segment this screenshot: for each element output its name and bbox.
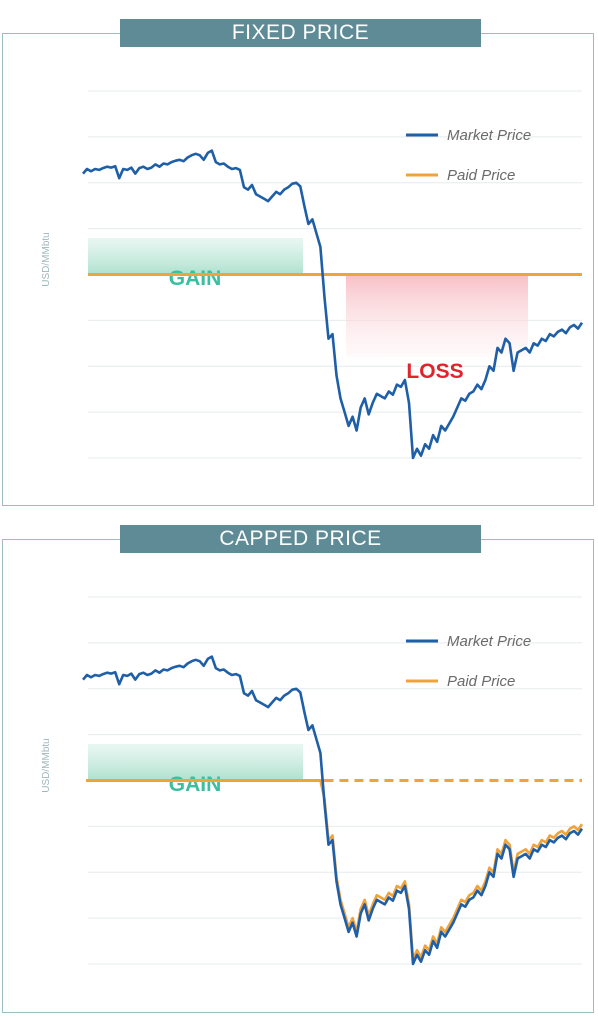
fixed-price-chart: USD/MMbtu GAIN LOSS Market Price Paid Price xyxy=(41,90,584,460)
legend-label-paid: Paid Price xyxy=(447,673,515,690)
loss-label: LOSS xyxy=(406,360,463,383)
gain-region xyxy=(88,238,303,275)
y-axis-label: USD/MMbtu xyxy=(41,232,52,286)
y-axis-label: USD/MMbtu xyxy=(41,738,52,792)
paid-price-series-line xyxy=(319,780,584,961)
fixed-price-title: FIXED PRICE xyxy=(120,19,481,47)
capped-price-chart: USD/MMbtu GAIN Market Price Paid Price xyxy=(41,596,584,966)
legend-label-market: Market Price xyxy=(447,633,531,650)
legend-label-market: Market Price xyxy=(447,127,531,144)
capped-price-title: CAPPED PRICE xyxy=(120,525,481,553)
gain-label: GAIN xyxy=(169,267,222,290)
gain-region xyxy=(88,744,303,781)
market-price-series-line xyxy=(82,149,584,460)
market-price-series-line xyxy=(82,655,584,966)
legend-label-paid: Paid Price xyxy=(447,167,515,184)
loss-region xyxy=(346,274,528,357)
gain-label: GAIN xyxy=(169,773,222,796)
